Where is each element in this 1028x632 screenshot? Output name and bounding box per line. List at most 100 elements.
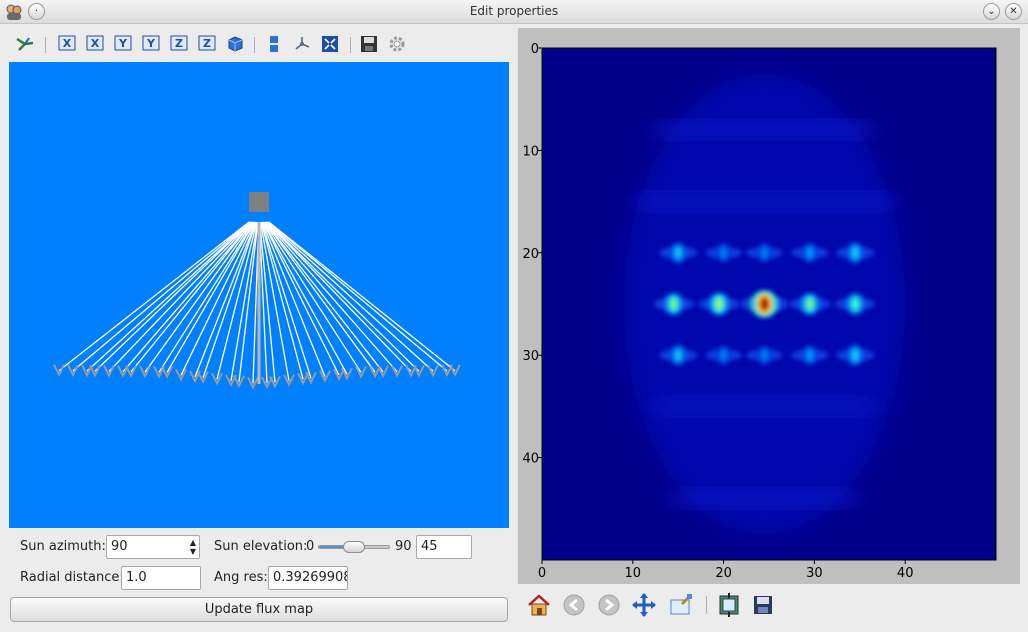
ray-line — [263, 221, 362, 373]
heliostat-mirror — [175, 368, 187, 382]
slider-min-label: 0 — [306, 539, 315, 554]
settings-icon[interactable] — [386, 35, 408, 55]
slider-handle[interactable] — [343, 541, 365, 553]
heliostat-mirror — [211, 372, 223, 386]
radial-distance-value: 1.0 — [126, 570, 147, 585]
ray-line — [266, 221, 412, 372]
sun-elevation-value: 45 — [421, 539, 438, 554]
home-icon[interactable] — [526, 592, 552, 618]
axes-icon[interactable] — [291, 35, 313, 55]
save-figure-icon[interactable] — [750, 592, 776, 618]
ray-line — [264, 221, 384, 373]
ray-line — [166, 221, 255, 373]
title-bar: · Edit properties ⌄ ✕ — [0, 0, 1028, 24]
view-neg-y-icon[interactable]: Y — [140, 35, 162, 55]
view-neg-x-icon[interactable]: X — [84, 35, 106, 55]
toolbar-separator — [350, 37, 351, 53]
view-y-icon[interactable]: Y — [112, 35, 134, 55]
ray-line — [94, 221, 252, 372]
subplots-icon[interactable] — [716, 592, 742, 618]
scene-canvas — [53, 192, 461, 390]
heliostat-mirror — [247, 376, 259, 390]
update-flux-map-button[interactable]: Update flux map — [10, 597, 508, 622]
pick-tool-icon[interactable] — [14, 35, 36, 55]
sun-elevation-field[interactable]: 45 — [416, 535, 472, 559]
flux-band — [673, 490, 856, 507]
minimize-icon[interactable]: ⌄ — [983, 3, 1000, 20]
heatmap-hotspot — [653, 292, 695, 316]
split-view-icon[interactable] — [263, 35, 285, 55]
ray-line — [194, 221, 257, 378]
ang-res-field[interactable]: 0.39269908 — [268, 566, 348, 590]
sun-azimuth-value: 90 — [111, 539, 128, 554]
spin-arrows-icon[interactable]: ▲ ▼ — [189, 538, 196, 556]
x-tick-label: 10 — [625, 566, 642, 581]
view-z-icon[interactable]: Z — [168, 35, 190, 55]
view-neg-z-icon[interactable]: Z — [196, 35, 218, 55]
svg-text:Y: Y — [146, 37, 156, 50]
sun-azimuth-label: Sun azimuth: — [20, 539, 106, 554]
ray-line — [268, 221, 456, 372]
flux-map-plot[interactable]: 0 10 20 30 40 0 10 20 30 40 — [518, 28, 1020, 584]
scene-viewport[interactable] — [9, 62, 509, 528]
x-tick-label: 40 — [897, 566, 914, 581]
zoom-rect-icon[interactable] — [668, 592, 694, 618]
ray-line — [266, 221, 420, 372]
fit-all-icon[interactable] — [319, 35, 341, 55]
heliostat-mirror — [125, 365, 137, 379]
slider-max-label: 90 — [395, 539, 412, 554]
heliostat-mirror — [305, 371, 317, 385]
y-tick-label: 40 — [522, 452, 539, 467]
svg-text:Y: Y — [118, 37, 128, 50]
heliostat-mirror — [261, 376, 273, 390]
ray-line — [202, 221, 257, 378]
close-icon[interactable]: ✕ — [1005, 3, 1022, 20]
ray-line — [259, 221, 276, 383]
back-arrow-icon[interactable] — [561, 592, 587, 618]
view-x-icon[interactable]: X — [56, 35, 78, 55]
heliostat-mirror — [449, 364, 461, 377]
heliostat-mirror — [391, 365, 403, 378]
heliostat-mirror — [197, 371, 209, 385]
plot-toolbar — [518, 590, 818, 620]
heliostat-mirror — [355, 365, 367, 379]
heatmap-cells — [623, 73, 906, 535]
y-tick-label: 0 — [531, 42, 539, 57]
svg-text:Z: Z — [203, 37, 211, 50]
flux-band — [655, 398, 874, 415]
ray-line — [267, 221, 448, 372]
ang-res-value: 0.39269908 — [273, 570, 348, 585]
flux-band — [637, 193, 892, 210]
sun-azimuth-spinbox[interactable]: 90 ▲ ▼ — [106, 535, 200, 559]
radial-distance-field[interactable]: 1.0 — [121, 566, 201, 590]
ray-bundle — [53, 221, 461, 390]
forward-arrow-icon[interactable] — [596, 592, 622, 618]
heliostat-mirror — [297, 372, 309, 386]
window-menu-button[interactable]: · — [28, 3, 45, 20]
heatmap-hotspot — [698, 292, 740, 316]
ray-line — [261, 221, 326, 377]
pan-icon[interactable] — [631, 592, 657, 618]
receiver-block — [249, 192, 269, 212]
cube-view-icon[interactable] — [224, 35, 246, 55]
svg-text:X: X — [91, 37, 100, 50]
heatmap-hotspot — [835, 293, 876, 315]
slider-fill — [319, 546, 354, 548]
heliostat-mirror — [153, 365, 165, 379]
heliostat-mirror — [405, 365, 417, 378]
save-icon[interactable] — [358, 35, 380, 55]
ray-line — [72, 221, 251, 372]
heliostat-mirror — [441, 364, 453, 378]
heatmap-hotspot — [740, 290, 789, 318]
ray-line — [260, 221, 304, 380]
x-tick-label: 0 — [538, 566, 546, 581]
ray-line — [265, 221, 398, 373]
heatmap-hotspot — [705, 345, 742, 365]
flux-band — [655, 121, 874, 138]
toolbar-separator — [45, 37, 46, 53]
heliostat-mirror — [117, 365, 129, 378]
heliostat-mirror — [103, 365, 115, 378]
ray-line — [262, 221, 340, 376]
ray-line — [130, 221, 254, 373]
heliostat-mirror — [283, 374, 295, 387]
